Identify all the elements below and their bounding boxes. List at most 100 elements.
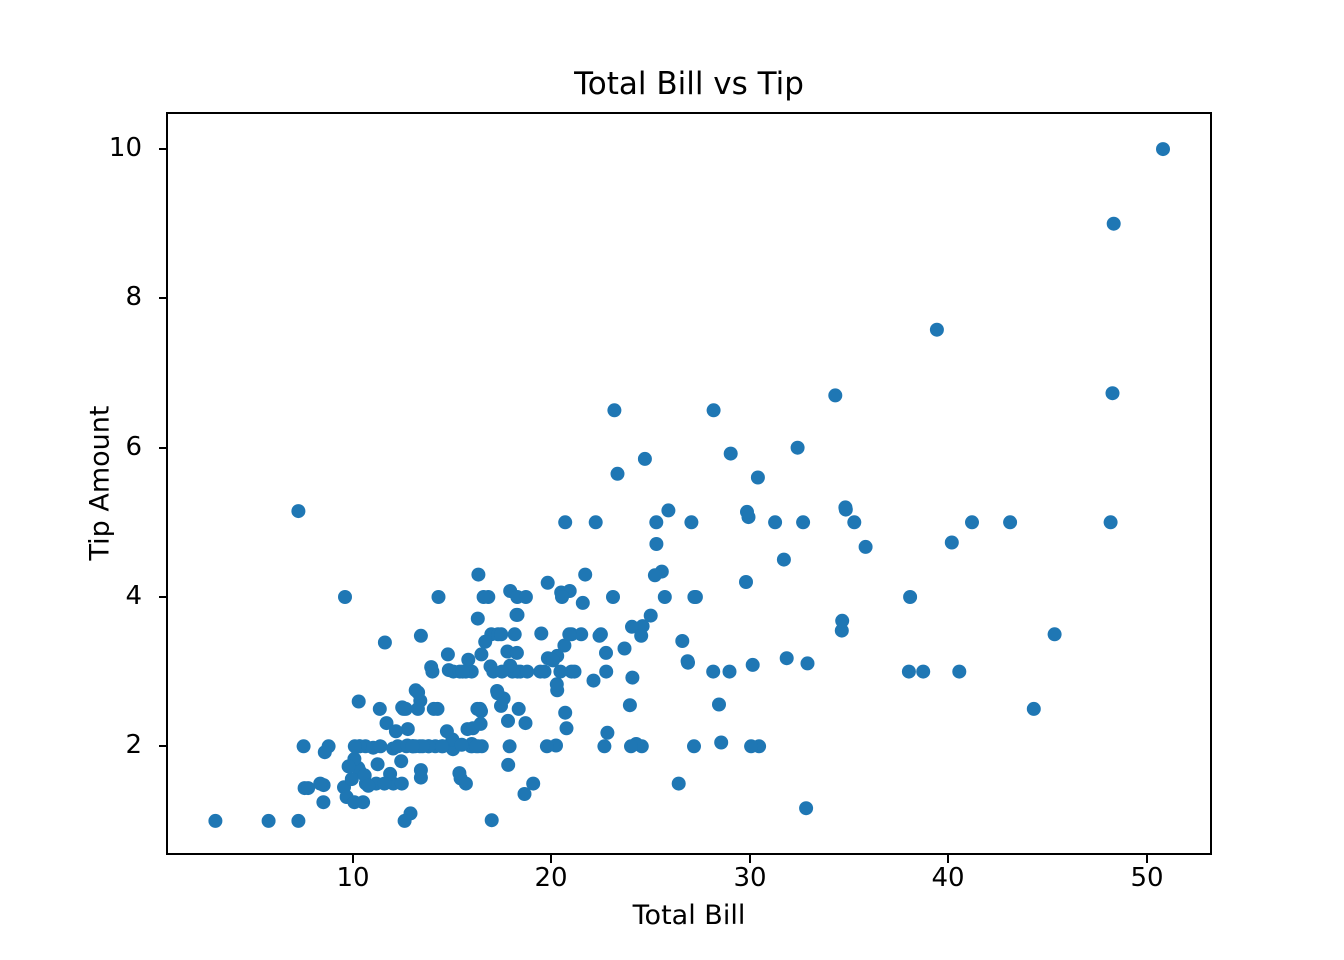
data-point [405,739,420,754]
data-point [684,515,699,530]
data-point [1105,386,1120,401]
data-point [379,716,394,731]
data-point [426,701,441,716]
data-point [338,590,352,604]
data-point [539,739,554,754]
data-point [394,776,409,791]
data-point [370,757,385,772]
data-point [555,590,569,604]
data-point [796,515,811,530]
data-point [625,619,639,634]
scatter-points-layer [208,142,1170,828]
data-point [471,567,486,582]
y-axis-label: Tip Amount [84,405,116,561]
data-point [838,502,853,517]
data-point [706,403,721,418]
data-point [606,590,620,604]
data-point [706,664,721,679]
data-point [261,813,276,828]
data-point [671,776,686,791]
data-point [578,567,593,582]
data-point [929,322,944,337]
data-point [377,776,392,791]
data-point [351,694,366,709]
data-point [208,813,223,828]
data-point [643,608,658,623]
data-point [296,739,311,754]
data-point [377,635,392,650]
data-point [495,664,509,679]
data-point [575,595,590,610]
data-point [372,701,387,716]
data-point [400,722,415,737]
data-point [517,787,532,801]
data-point [1106,216,1121,231]
data-point [549,677,564,692]
data-point [592,628,607,643]
data-point [316,795,331,810]
data-point [675,634,690,648]
data-point [469,739,484,754]
data-point [413,770,428,785]
data-point [509,645,524,660]
data-point [388,724,403,739]
data-point [688,590,703,604]
data-point [800,656,815,671]
data-point [828,388,843,403]
data-point [835,613,850,628]
data-point [507,627,522,642]
data-point [624,739,638,754]
x-tick-label: 30 [733,863,767,893]
data-point [452,766,467,781]
data-point [564,664,579,679]
data-point [501,713,515,728]
data-point [622,698,637,713]
data-point [533,664,548,679]
data-point [431,590,446,604]
data-point [397,813,412,828]
data-point [415,739,430,754]
data-point [458,776,473,791]
data-point [394,754,409,769]
data-point [473,716,488,731]
data-point [610,466,625,481]
y-tick-label: 8 [125,282,142,313]
x-axis-label: Total Bill [632,900,746,931]
data-point [347,795,362,810]
y-tick-label: 6 [125,432,142,463]
data-point [739,575,753,589]
data-point [534,626,549,641]
data-point [373,739,388,754]
data-point [502,739,517,754]
data-point [597,739,612,754]
data-point [558,515,573,530]
data-point [526,776,541,791]
y-tick-label: 4 [125,581,142,612]
data-point [744,739,759,754]
y-tick-mark [159,447,168,449]
data-point [490,684,505,698]
data-point [511,701,526,716]
data-point [607,403,622,418]
data-point [461,652,476,667]
data-point [301,781,316,796]
data-point [722,664,737,679]
data-point [586,673,601,688]
data-point [647,568,662,583]
data-point [347,739,362,754]
data-point [476,590,491,604]
data-point [1156,142,1170,157]
data-point [740,504,754,519]
data-point [799,801,814,816]
chart-title: Total Bill vs Tip [574,66,804,102]
data-point [439,724,454,739]
data-point [637,451,652,466]
data-point [574,627,589,642]
data-point [344,772,359,787]
data-point [291,504,306,519]
data-point [768,515,783,530]
data-point [745,657,760,672]
data-point [1103,515,1118,530]
data-point [944,535,959,550]
